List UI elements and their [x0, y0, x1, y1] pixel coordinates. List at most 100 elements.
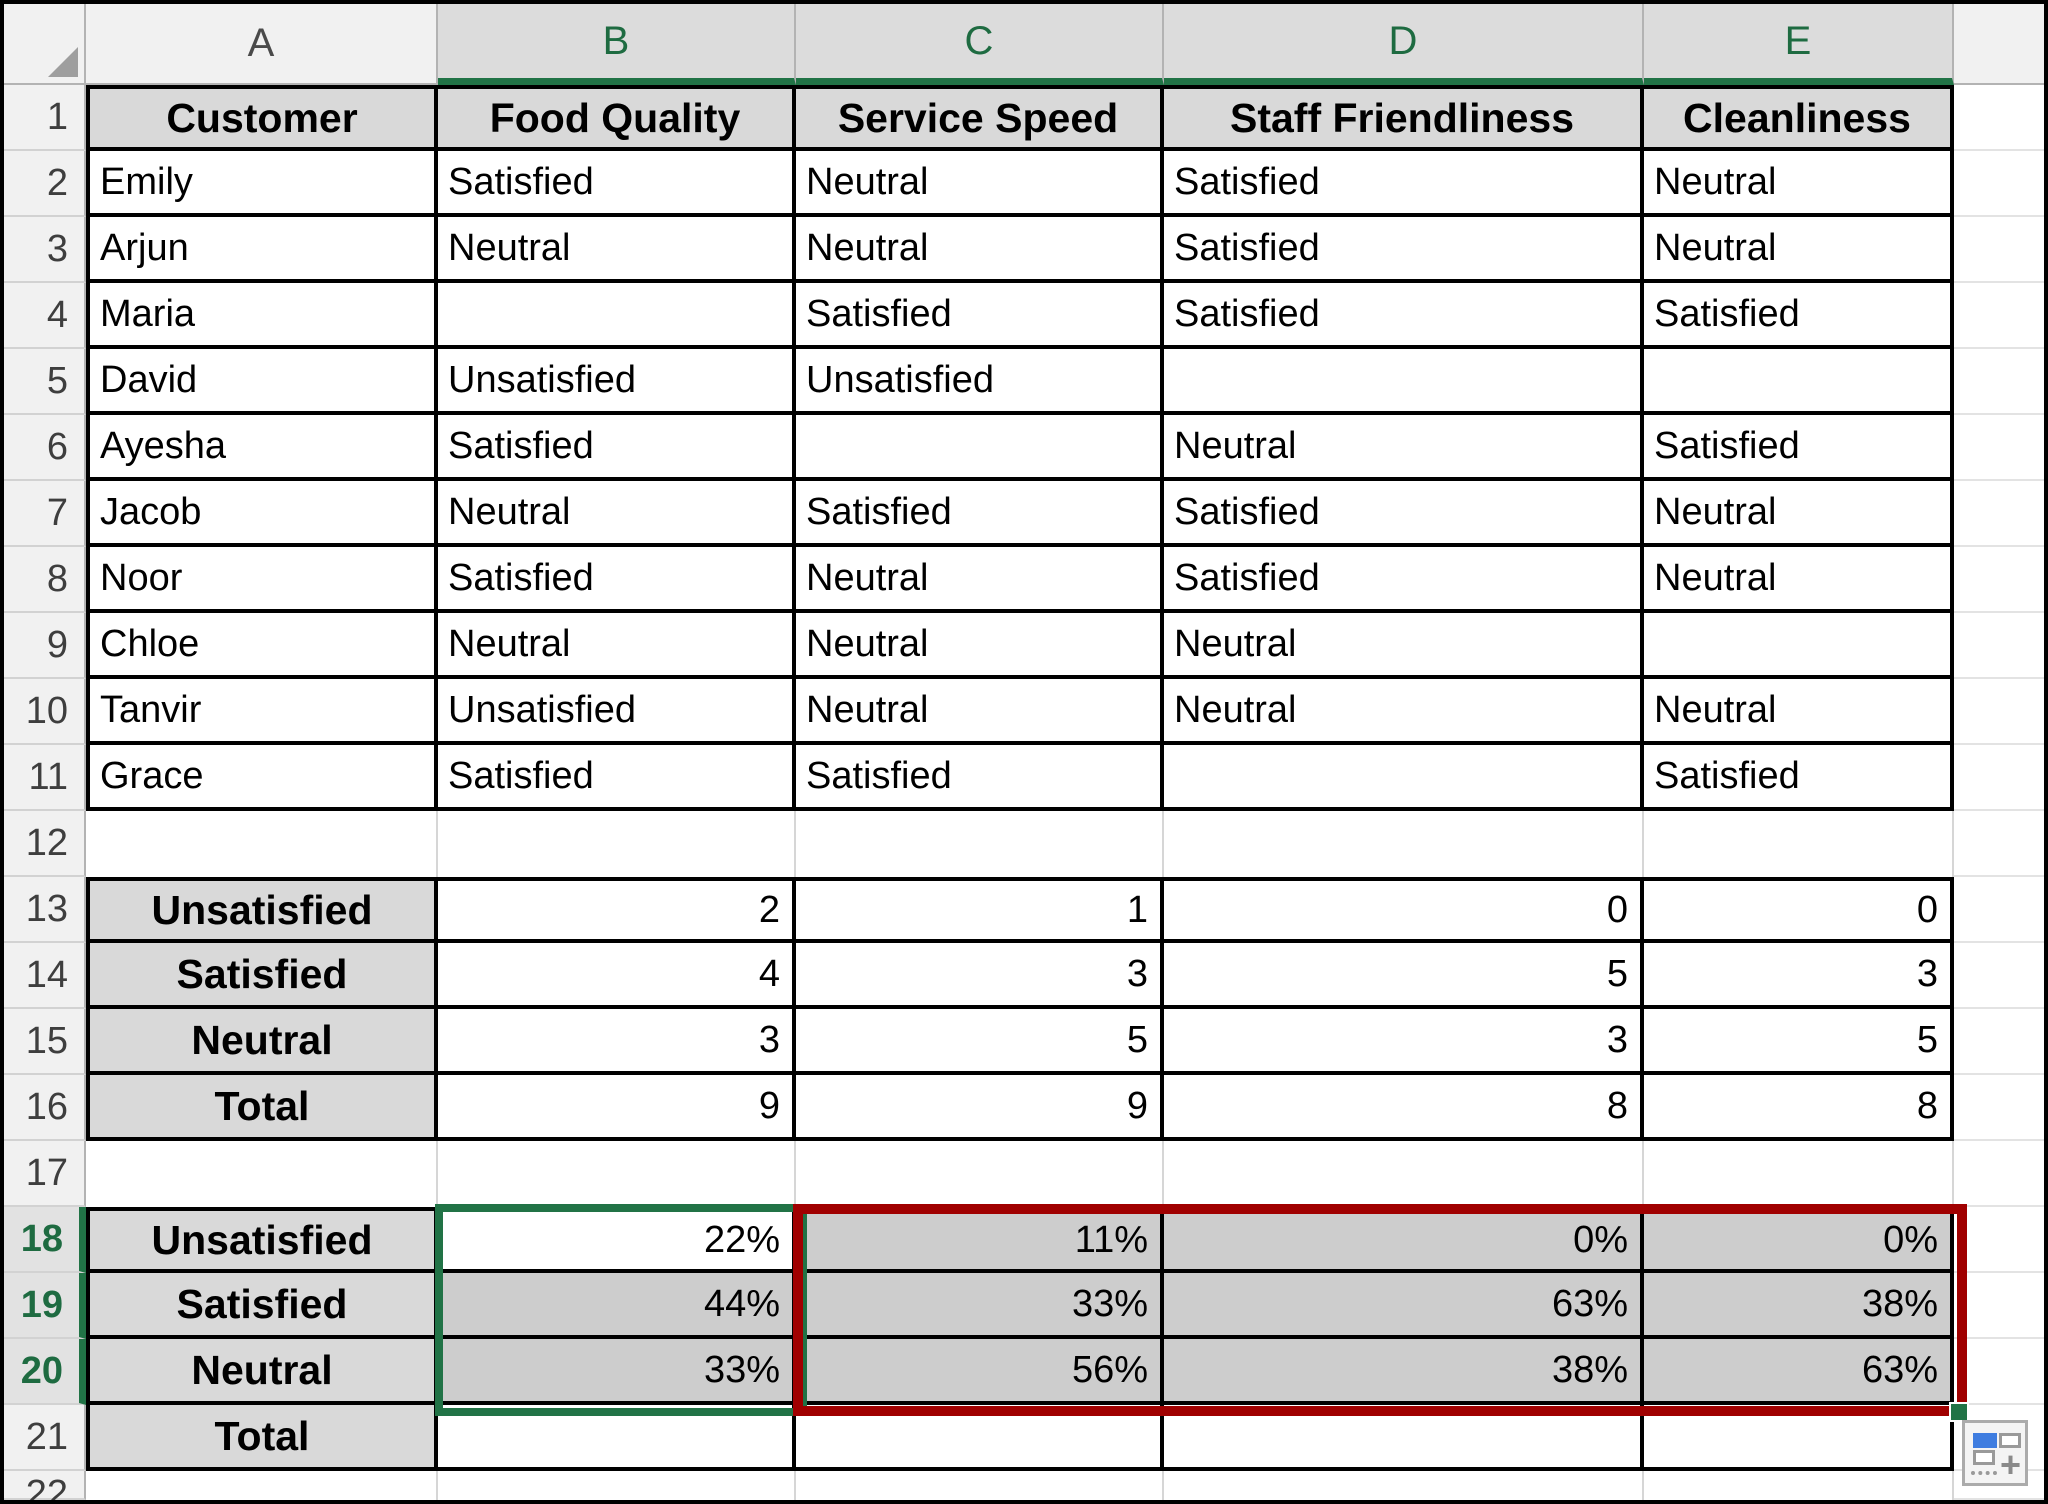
- cell-filler-row-17[interactable]: [1954, 1141, 2044, 1207]
- cell-D7[interactable]: Satisfied: [1164, 481, 1644, 547]
- cell-D17[interactable]: [1164, 1141, 1644, 1207]
- column-header-E[interactable]: E: [1644, 4, 1954, 85]
- cell-filler-row-9[interactable]: [1954, 613, 2044, 679]
- cell-A7[interactable]: Jacob: [86, 481, 438, 547]
- cell-D4[interactable]: Satisfied: [1164, 283, 1644, 349]
- cell-E16[interactable]: 8: [1644, 1075, 1954, 1141]
- cell-A14[interactable]: Satisfied: [86, 943, 438, 1009]
- cell-filler-row-12[interactable]: [1954, 811, 2044, 877]
- cell-A16[interactable]: Total: [86, 1075, 438, 1141]
- row-header-6[interactable]: 6: [4, 415, 86, 481]
- cell-filler-row-10[interactable]: [1954, 679, 2044, 745]
- cell-D5[interactable]: [1164, 349, 1644, 415]
- cell-B1[interactable]: Food Quality: [438, 85, 796, 151]
- cell-C20[interactable]: 56%: [796, 1339, 1164, 1405]
- row-header-8[interactable]: 8: [4, 547, 86, 613]
- cell-D20[interactable]: 38%: [1164, 1339, 1644, 1405]
- row-header-16[interactable]: 16: [4, 1075, 86, 1141]
- cell-filler-row-1[interactable]: [1954, 85, 2044, 151]
- fill-handle[interactable]: [1949, 1402, 1969, 1422]
- cell-B4[interactable]: [438, 283, 796, 349]
- cell-E12[interactable]: [1644, 811, 1954, 877]
- row-header-2[interactable]: 2: [4, 151, 86, 217]
- cell-B16[interactable]: 9: [438, 1075, 796, 1141]
- cell-A19[interactable]: Satisfied: [86, 1273, 438, 1339]
- cell-A8[interactable]: Noor: [86, 547, 438, 613]
- cell-filler-row-8[interactable]: [1954, 547, 2044, 613]
- cell-A13[interactable]: Unsatisfied: [86, 877, 438, 943]
- cell-D12[interactable]: [1164, 811, 1644, 877]
- cell-A10[interactable]: Tanvir: [86, 679, 438, 745]
- cell-E21[interactable]: [1644, 1405, 1954, 1471]
- cell-E6[interactable]: Satisfied: [1644, 415, 1954, 481]
- cell-A17[interactable]: [86, 1141, 438, 1207]
- cell-E22[interactable]: [1644, 1471, 1954, 1500]
- cell-B18[interactable]: 22%: [438, 1207, 796, 1273]
- cell-B20[interactable]: 33%: [438, 1339, 796, 1405]
- cell-C4[interactable]: Satisfied: [796, 283, 1164, 349]
- cell-B6[interactable]: Satisfied: [438, 415, 796, 481]
- cell-A12[interactable]: [86, 811, 438, 877]
- cell-E9[interactable]: [1644, 613, 1954, 679]
- cell-E2[interactable]: Neutral: [1644, 151, 1954, 217]
- cell-C2[interactable]: Neutral: [796, 151, 1164, 217]
- cell-E7[interactable]: Neutral: [1644, 481, 1954, 547]
- cell-B12[interactable]: [438, 811, 796, 877]
- cell-C16[interactable]: 9: [796, 1075, 1164, 1141]
- cell-C9[interactable]: Neutral: [796, 613, 1164, 679]
- row-header-11[interactable]: 11: [4, 745, 86, 811]
- cell-A2[interactable]: Emily: [86, 151, 438, 217]
- cell-E15[interactable]: 5: [1644, 1009, 1954, 1075]
- cell-D22[interactable]: [1164, 1471, 1644, 1500]
- cell-filler-row-19[interactable]: [1954, 1273, 2044, 1339]
- cell-B13[interactable]: 2: [438, 877, 796, 943]
- cell-A11[interactable]: Grace: [86, 745, 438, 811]
- select-all-button[interactable]: [4, 4, 86, 85]
- row-header-13[interactable]: 13: [4, 877, 86, 943]
- cell-B11[interactable]: Satisfied: [438, 745, 796, 811]
- cell-C5[interactable]: Unsatisfied: [796, 349, 1164, 415]
- cell-B22[interactable]: [438, 1471, 796, 1500]
- cell-E20[interactable]: 63%: [1644, 1339, 1954, 1405]
- row-header-19[interactable]: 19: [4, 1273, 86, 1339]
- cell-A18[interactable]: Unsatisfied: [86, 1207, 438, 1273]
- cell-B7[interactable]: Neutral: [438, 481, 796, 547]
- cell-A20[interactable]: Neutral: [86, 1339, 438, 1405]
- cell-D1[interactable]: Staff Friendliness: [1164, 85, 1644, 151]
- cell-D18[interactable]: 0%: [1164, 1207, 1644, 1273]
- cell-C7[interactable]: Satisfied: [796, 481, 1164, 547]
- cell-A15[interactable]: Neutral: [86, 1009, 438, 1075]
- cell-C17[interactable]: [796, 1141, 1164, 1207]
- cell-C18[interactable]: 11%: [796, 1207, 1164, 1273]
- cell-A1[interactable]: Customer: [86, 85, 438, 151]
- cell-E13[interactable]: 0: [1644, 877, 1954, 943]
- row-header-9[interactable]: 9: [4, 613, 86, 679]
- cell-B2[interactable]: Satisfied: [438, 151, 796, 217]
- row-header-14[interactable]: 14: [4, 943, 86, 1009]
- cell-E10[interactable]: Neutral: [1644, 679, 1954, 745]
- row-header-1[interactable]: 1: [4, 85, 86, 151]
- cell-A4[interactable]: Maria: [86, 283, 438, 349]
- cell-B10[interactable]: Unsatisfied: [438, 679, 796, 745]
- column-header-B[interactable]: B: [438, 4, 796, 85]
- column-header-C[interactable]: C: [796, 4, 1164, 85]
- cell-D3[interactable]: Satisfied: [1164, 217, 1644, 283]
- column-header-A[interactable]: A: [86, 4, 438, 85]
- cell-C6[interactable]: [796, 415, 1164, 481]
- cell-C19[interactable]: 33%: [796, 1273, 1164, 1339]
- row-header-17[interactable]: 17: [4, 1141, 86, 1207]
- row-header-21[interactable]: 21: [4, 1405, 86, 1471]
- cell-B17[interactable]: [438, 1141, 796, 1207]
- cell-B3[interactable]: Neutral: [438, 217, 796, 283]
- cell-C12[interactable]: [796, 811, 1164, 877]
- cell-B15[interactable]: 3: [438, 1009, 796, 1075]
- cell-C13[interactable]: 1: [796, 877, 1164, 943]
- cell-E1[interactable]: Cleanliness: [1644, 85, 1954, 151]
- row-header-10[interactable]: 10: [4, 679, 86, 745]
- cell-C1[interactable]: Service Speed: [796, 85, 1164, 151]
- cell-filler-row-4[interactable]: [1954, 283, 2044, 349]
- cell-filler-row-13[interactable]: [1954, 877, 2044, 943]
- row-header-22[interactable]: 22: [4, 1471, 86, 1500]
- row-header-3[interactable]: 3: [4, 217, 86, 283]
- cell-D13[interactable]: 0: [1164, 877, 1644, 943]
